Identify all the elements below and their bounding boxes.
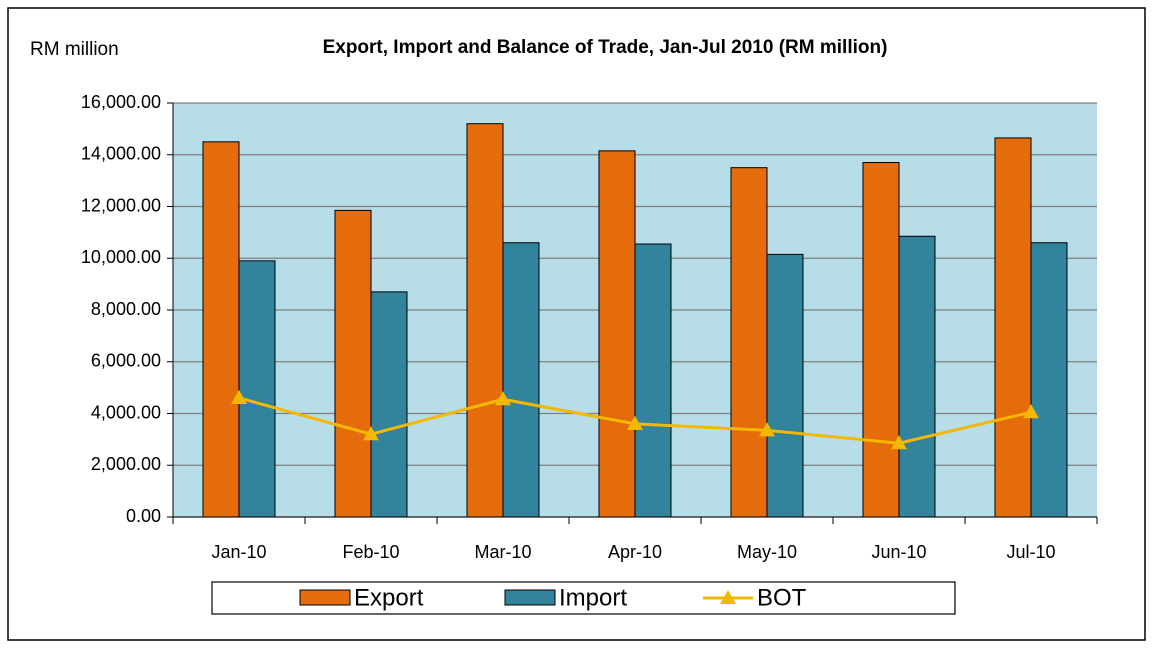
y-axis-label: RM million — [30, 39, 119, 60]
bar — [370, 291, 408, 518]
bar — [598, 150, 636, 518]
marker — [495, 391, 511, 406]
bar — [466, 123, 504, 518]
chart-title: Export, Import and Balance of Trade, Jan… — [323, 37, 888, 58]
marker — [891, 435, 907, 450]
marker — [363, 426, 379, 441]
bar — [502, 242, 540, 518]
legend-label: Export — [354, 584, 424, 611]
legend-marker — [720, 590, 736, 604]
y-tick-label: 12,000.00 — [81, 195, 161, 215]
legend-label: Import — [559, 584, 627, 611]
bar — [730, 167, 768, 518]
x-tick-label: Feb-10 — [342, 542, 399, 562]
x-tick-label: Jul-10 — [1006, 542, 1055, 562]
y-tick-label: 6,000.00 — [91, 351, 161, 371]
legend-swatch — [504, 589, 556, 606]
x-tick-label: Jun-10 — [871, 542, 926, 562]
x-tick-label: Apr-10 — [608, 542, 662, 562]
bar — [994, 137, 1032, 518]
y-tick-label: 0.00 — [126, 506, 161, 526]
y-tick-label: 10,000.00 — [81, 247, 161, 267]
bar — [334, 209, 372, 518]
marker — [1023, 404, 1039, 419]
x-tick-label: Mar-10 — [474, 542, 531, 562]
bar — [1030, 242, 1068, 518]
bar — [634, 243, 672, 518]
x-tick-label: Jan-10 — [211, 542, 266, 562]
y-tick-label: 16,000.00 — [81, 92, 161, 112]
y-tick-label: 2,000.00 — [91, 454, 161, 474]
bar — [766, 253, 804, 518]
bar — [862, 162, 900, 518]
y-tick-label: 4,000.00 — [91, 402, 161, 422]
y-tick-label: 14,000.00 — [81, 144, 161, 164]
bar — [202, 141, 240, 518]
bar — [898, 235, 936, 518]
marker — [627, 415, 643, 430]
legend-label: BOT — [757, 584, 807, 611]
marker — [231, 389, 247, 404]
legend-swatch — [299, 589, 351, 606]
x-tick-label: May-10 — [737, 542, 797, 562]
y-tick-label: 8,000.00 — [91, 299, 161, 319]
marker — [759, 422, 775, 437]
bar — [238, 260, 276, 518]
